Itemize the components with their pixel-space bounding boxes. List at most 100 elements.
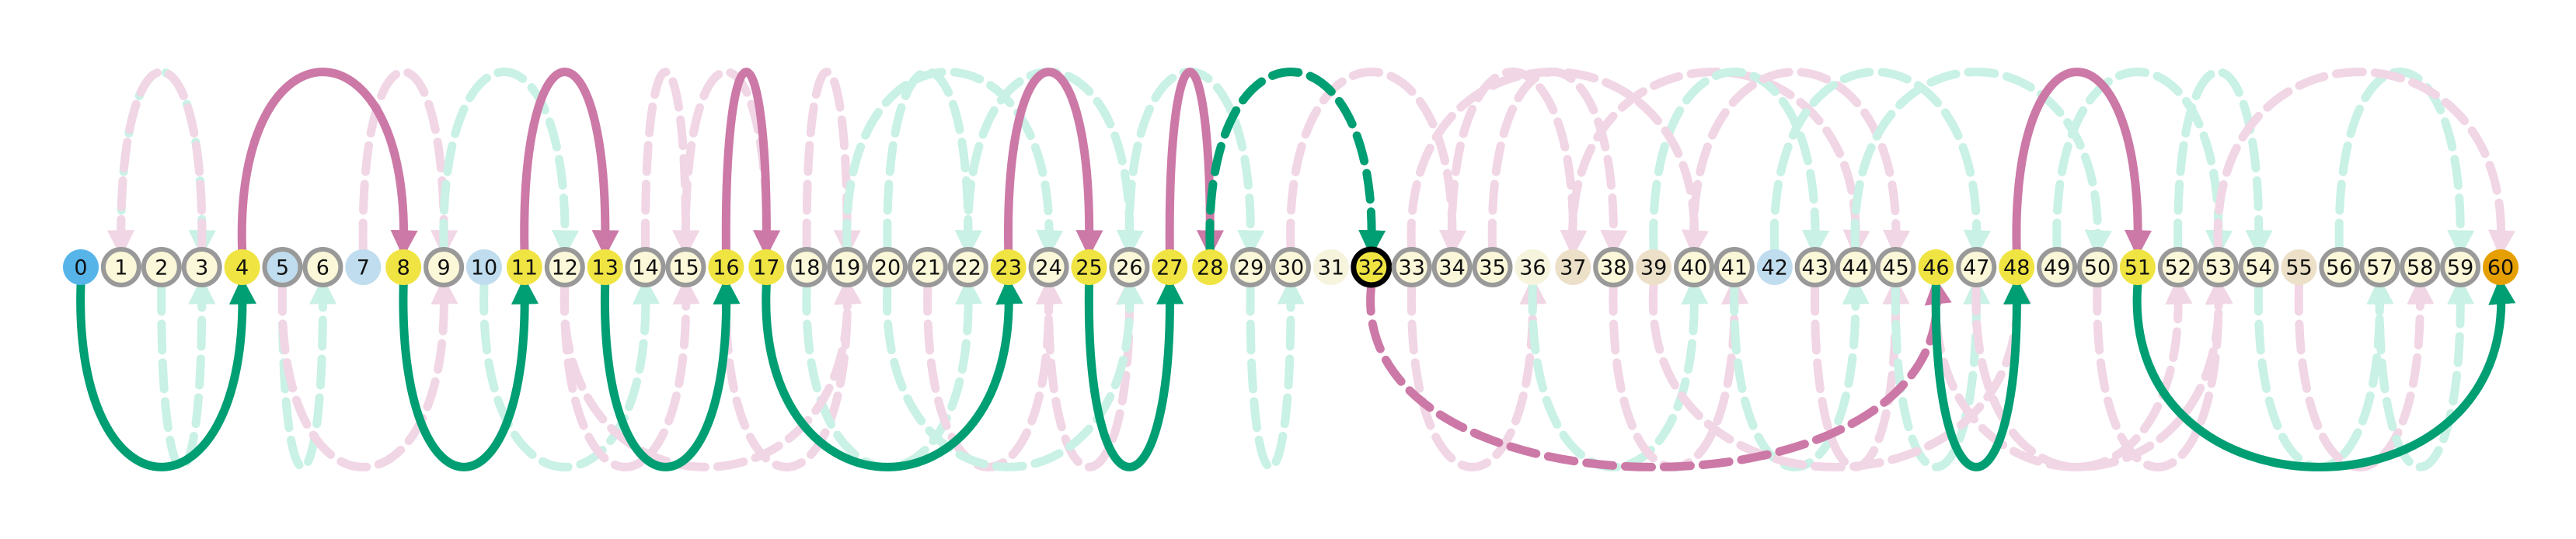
node-label: 30 <box>1278 256 1304 280</box>
node-7: 7 <box>345 249 382 285</box>
node-24: 24 <box>1028 247 1069 287</box>
node-circle <box>1192 249 1229 285</box>
node-label: 25 <box>1075 256 1102 280</box>
node-circle <box>100 247 141 287</box>
node-label: 16 <box>713 256 739 280</box>
node-52: 52 <box>2157 247 2198 287</box>
node-circle <box>302 247 343 287</box>
node-circle <box>181 247 222 287</box>
node-circle <box>827 247 868 287</box>
node-label: 41 <box>1721 256 1748 280</box>
node-label: 20 <box>874 256 901 280</box>
node-circle <box>385 249 422 285</box>
node-58: 58 <box>2400 247 2441 287</box>
node-label: 50 <box>2084 256 2111 280</box>
background-edge-42-47 <box>1769 68 1991 258</box>
node-20: 20 <box>867 247 908 287</box>
node-label: 0 <box>74 256 87 280</box>
node-circle <box>625 247 666 287</box>
node-48: 48 <box>1999 249 2035 285</box>
background-edge-33-36 <box>1407 276 1547 471</box>
node-45: 45 <box>1875 247 1916 287</box>
background-edge-30-34 <box>1286 68 1467 258</box>
node-circle <box>2400 247 2441 287</box>
background-edge-33-40 <box>1407 68 1710 258</box>
node-22: 22 <box>947 247 988 287</box>
node-label: 59 <box>2447 256 2473 280</box>
node-13: 13 <box>587 249 623 285</box>
node-9: 9 <box>424 247 465 287</box>
path-edge-17-23 <box>762 276 1023 471</box>
node-circle <box>1312 249 1349 285</box>
node-42: 42 <box>1756 249 1793 285</box>
node-circle <box>1956 247 1997 287</box>
node-56: 56 <box>2319 247 2360 287</box>
node-circle <box>2281 249 2317 285</box>
path-edge-13-16 <box>601 276 741 471</box>
path-edge-25-27 <box>1084 276 1184 471</box>
node-label: 53 <box>2205 256 2232 280</box>
node-circle <box>2440 247 2481 287</box>
node-26: 26 <box>1109 247 1150 287</box>
node-circle <box>2037 247 2078 287</box>
node-30: 30 <box>1271 247 1311 287</box>
node-circle <box>786 247 828 287</box>
background-edge-35-38 <box>1487 68 1628 258</box>
node-circle <box>1109 247 1150 287</box>
node-label: 11 <box>511 256 538 280</box>
node-41: 41 <box>1713 247 1755 287</box>
node-label: 37 <box>1560 256 1586 280</box>
node-label: 52 <box>2165 256 2191 280</box>
node-25: 25 <box>1071 249 1107 285</box>
background-edge-7-9 <box>358 68 458 258</box>
node-0: 0 <box>63 249 99 285</box>
node-circle <box>1472 247 1513 287</box>
node-circle <box>2359 247 2400 287</box>
background-edge-5-6 <box>277 276 337 471</box>
node-label: 4 <box>235 256 249 280</box>
background-edge-53-60 <box>2213 68 2516 258</box>
background-edge-9-12 <box>439 68 580 258</box>
node-label: 60 <box>2487 256 2514 280</box>
node-1: 1 <box>100 247 141 287</box>
node-36: 36 <box>1515 249 1551 285</box>
node-18: 18 <box>786 247 828 287</box>
node-19: 19 <box>827 247 868 287</box>
node-circle <box>665 247 706 287</box>
node-circle <box>2077 247 2118 287</box>
background-edge-20-22 <box>883 68 982 258</box>
node-circle <box>1835 247 1876 287</box>
node-circle <box>1028 247 1069 287</box>
node-label: 9 <box>437 256 451 280</box>
node-57: 57 <box>2359 247 2400 287</box>
node-circle <box>1875 247 1916 287</box>
node-label: 32 <box>1358 256 1385 280</box>
node-2: 2 <box>141 247 182 287</box>
node-label: 5 <box>276 256 289 280</box>
background-edge-49-53 <box>2052 68 2233 258</box>
node-circle <box>1515 249 1551 285</box>
node-15: 15 <box>665 247 706 287</box>
background-edge-12-15 <box>560 276 700 471</box>
node-circle <box>2119 249 2156 285</box>
node-label: 36 <box>1519 256 1546 280</box>
node-circle <box>1555 249 1591 285</box>
background-edge-10-14 <box>479 276 660 471</box>
node-34: 34 <box>1431 247 1473 287</box>
node-circle <box>2238 247 2279 287</box>
background-edge-14-15 <box>641 68 700 258</box>
node-circle <box>63 249 99 285</box>
node-28: 28 <box>1192 249 1229 285</box>
node-circle <box>2483 249 2518 285</box>
node-circle <box>1152 249 1188 285</box>
node-21: 21 <box>907 247 948 287</box>
background-edge-39-43 <box>1649 68 1830 258</box>
nodes: 0 1 2 3 4 5 6 7 8 9 10 11 12 13 14 15 16 17 18 19 20 21 22 23 24… <box>63 246 2518 288</box>
background-edge-18-19 <box>802 68 861 258</box>
background-edge-20-26 <box>883 276 1145 471</box>
node-55: 55 <box>2281 249 2317 285</box>
background-edge-2-3 <box>157 276 216 471</box>
node-label: 19 <box>834 256 860 280</box>
node-label: 49 <box>2044 256 2070 280</box>
node-53: 53 <box>2198 247 2239 287</box>
